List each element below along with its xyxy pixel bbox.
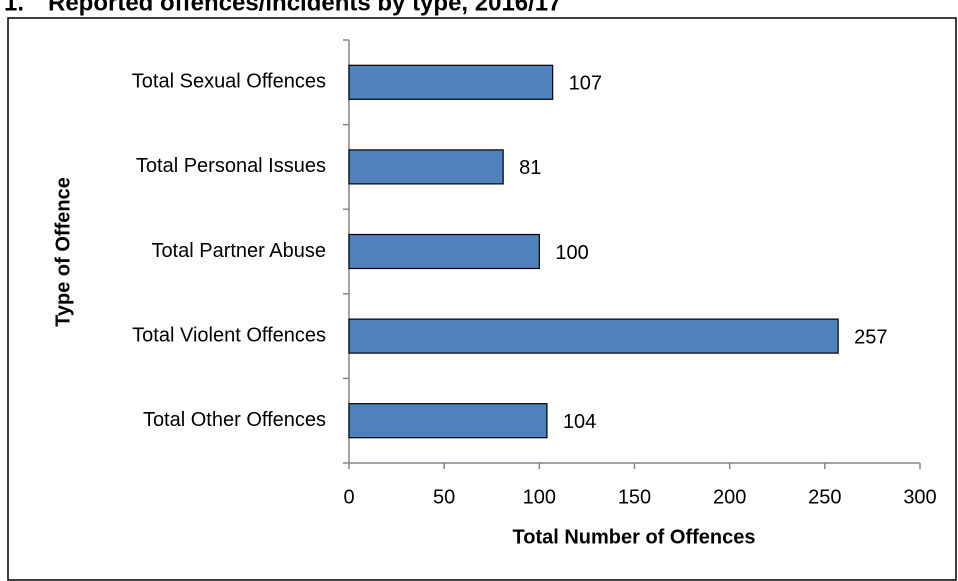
data-label: 257 [854,326,887,348]
bar [348,403,548,439]
data-label: 81 [519,157,541,179]
y-tick-label: Total Partner Abuse [151,240,326,262]
data-label: 100 [555,242,588,264]
y-tick-label: Total Violent Offences [132,324,326,346]
y-tick-label: Total Personal Issues [136,155,326,177]
bar [348,149,504,185]
x-tick-label: 250 [808,486,841,508]
x-axis-title: Total Number of Offences [513,526,756,548]
x-tick-label: 0 [343,486,354,508]
x-tick-label: 300 [903,486,936,508]
x-tick-label: 50 [433,486,455,508]
x-tick-label: 100 [523,486,556,508]
bar [348,64,554,100]
data-label: 107 [569,73,602,95]
bar [348,233,540,270]
y-axis-title: Type of Offence [52,177,74,327]
x-tick-label: 200 [713,486,746,508]
x-tick-label: 150 [618,486,651,508]
data-label: 104 [563,411,596,433]
y-tick-label: Total Sexual Offences [132,71,326,93]
figure-number: 1. [4,0,24,16]
chart-border [7,17,957,581]
y-tick-label: Total Other Offences [143,409,326,431]
bar [348,318,839,354]
chart-title: Reported offences/incidents by type, 201… [48,0,562,16]
